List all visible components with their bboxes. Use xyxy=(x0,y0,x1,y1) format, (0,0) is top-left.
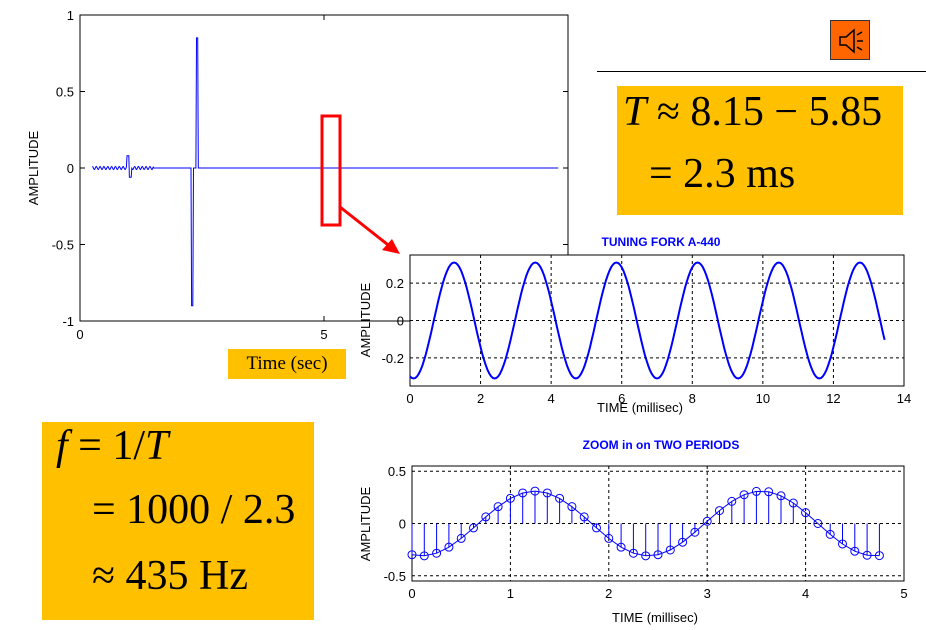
chart-1-ytick-label: -1 xyxy=(62,314,74,329)
chart-3-sample-marker xyxy=(702,516,712,526)
chart-3-sample-marker xyxy=(641,551,651,561)
chart-3-ylabel: AMPLITUDE xyxy=(358,486,373,561)
chart-3-sample-marker xyxy=(628,548,638,558)
chart-3-sample-marker xyxy=(518,488,528,498)
chart-3-sample-marker xyxy=(874,551,884,561)
chart-2-ylabel: AMPLITUDE xyxy=(358,282,373,357)
chart-1-xtick-label: 5 xyxy=(320,327,327,342)
period-equation-line2: = 2.3 ms xyxy=(649,151,796,197)
frequency-equation-box: f = 1/T = 1000 / 2.3 ≈ 435 Hz xyxy=(42,422,314,620)
chart-2-ytick-label: 0.2 xyxy=(386,276,404,291)
chart-2-ytick-label: 0 xyxy=(397,314,404,329)
chart-3-sample-marker xyxy=(505,493,515,503)
chart-3-sample-marker xyxy=(407,550,417,560)
frequency-equation-line2: = 1000 / 2.3 xyxy=(92,487,296,533)
chart-3-sample-marker xyxy=(567,502,577,512)
chart-1-ylabel: AMPLITUDE xyxy=(26,130,41,205)
frequency-equation-line3: ≈ 435 Hz xyxy=(92,553,249,599)
chart-3-sample-marker xyxy=(604,533,614,543)
zoom-arrow-head xyxy=(382,239,400,254)
chart-2-waveform xyxy=(409,261,886,380)
chart-3-ytick-label: 0 xyxy=(399,517,406,532)
chart-1-xtick-label: 0 xyxy=(76,327,83,342)
chart-3-ytick-label: -0.5 xyxy=(384,569,406,584)
chart-2-xtick-label: 12 xyxy=(826,391,840,406)
chart-3-sample-marker xyxy=(825,529,835,539)
chart-3-sample-marker xyxy=(788,498,798,508)
chart-3-sample-marker xyxy=(616,542,626,552)
chart-3-sample-marker xyxy=(579,512,589,522)
chart-1-waveform xyxy=(92,37,559,307)
chart-2-xtick-label: 0 xyxy=(406,391,413,406)
chart-3-waveform xyxy=(411,490,880,557)
chart-2-xtick-label: 8 xyxy=(689,391,696,406)
chart-3-ytick-label: 0.5 xyxy=(388,464,406,479)
chart-1-ytick-label: -0.5 xyxy=(52,238,74,253)
chart-3-sample-marker xyxy=(727,496,737,506)
chart-1-ytick-label: 0.5 xyxy=(56,85,74,100)
chart-3-sample-marker xyxy=(678,537,688,547)
chart-3-sample-marker xyxy=(456,533,466,543)
chart-3-sample-marker xyxy=(739,490,749,500)
divider-line xyxy=(597,71,926,72)
chart-2-xtick-label: 4 xyxy=(548,391,555,406)
chart-3-sample-marker xyxy=(493,502,503,512)
speaker-icon[interactable] xyxy=(830,20,870,60)
chart-3-sample-marker xyxy=(469,523,478,533)
chart-3-xtick-label: 0 xyxy=(408,586,415,601)
chart-3-sample-marker xyxy=(850,546,860,556)
chart-2: 0 2 4 6 8 10 12 14 -0.2 0 0.2 TUNING FORK A-440 TI… xyxy=(358,235,911,415)
period-equation-box: T ≈ 8.15 − 5.85 = 2.3 ms xyxy=(617,86,903,215)
period-equation-line1: T ≈ 8.15 − 5.85 xyxy=(623,89,883,135)
frequency-equation-line1: f = 1/T xyxy=(56,423,169,469)
chart-1-ytick-label: 1 xyxy=(67,8,74,23)
zoom-arrow-line xyxy=(339,205,393,250)
chart-3-sample-marker xyxy=(555,493,565,503)
chart-3-sample-marker xyxy=(592,523,601,533)
chart-3-sample-marker xyxy=(444,542,454,552)
chart-3-sample-marker xyxy=(813,519,823,528)
chart-3-sample-marker xyxy=(665,545,675,555)
chart-2-xtick-label: 14 xyxy=(897,391,911,406)
chart-3-xtick-label: 1 xyxy=(507,586,514,601)
chart-3-sample-marker xyxy=(419,551,429,561)
chart-2-xlabel: TIME (millisec) xyxy=(597,400,683,415)
chart-1-ytick-label: 0 xyxy=(67,161,74,176)
chart-3-xtick-label: 3 xyxy=(704,586,711,601)
chart-2-xtick-label: 2 xyxy=(477,391,484,406)
chart-3-sample-marker xyxy=(542,488,552,498)
chart-3-xlabel: TIME (millisec) xyxy=(612,610,698,625)
chart-3-sample-marker xyxy=(432,548,442,558)
chart-3-sample-marker xyxy=(653,550,663,560)
chart-3-sample-marker xyxy=(690,527,700,537)
chart-3-sample-marker xyxy=(715,506,724,516)
chart-2-ytick-label: -0.2 xyxy=(382,351,404,366)
chart-3-sample-marker xyxy=(776,491,786,501)
chart-2-xtick-label: 10 xyxy=(756,391,770,406)
chart-3-sample-marker xyxy=(838,539,847,549)
chart-2-xtick-label: 6 xyxy=(618,391,625,406)
chart-1-xlabel: Time (sec) xyxy=(228,349,346,379)
chart-3-xtick-label: 2 xyxy=(605,586,612,601)
chart-3-title: ZOOM in on TWO PERIODS xyxy=(583,438,740,452)
highlight-box xyxy=(320,114,342,227)
chart-3-sample-marker xyxy=(764,487,774,497)
chart-3-sample-marker xyxy=(862,550,872,560)
chart-3-xtick-label: 5 xyxy=(900,586,907,601)
chart-3-sample-marker xyxy=(481,512,491,522)
chart-3: 0 1 2 3 4 5-0.500.5 ZOOM in on TWO PERIODS TI… xyxy=(358,438,908,625)
chart-3-sample-marker xyxy=(801,508,811,518)
chart-3-sample-marker xyxy=(751,486,761,496)
chart-3-xtick-label: 4 xyxy=(802,586,809,601)
chart-3-sample-marker xyxy=(530,486,540,496)
chart-2-title: TUNING FORK A-440 xyxy=(602,235,721,249)
chart-1: 0 5 -1 -0.5 0 0.5 1 AMPLITUDE xyxy=(26,8,569,342)
